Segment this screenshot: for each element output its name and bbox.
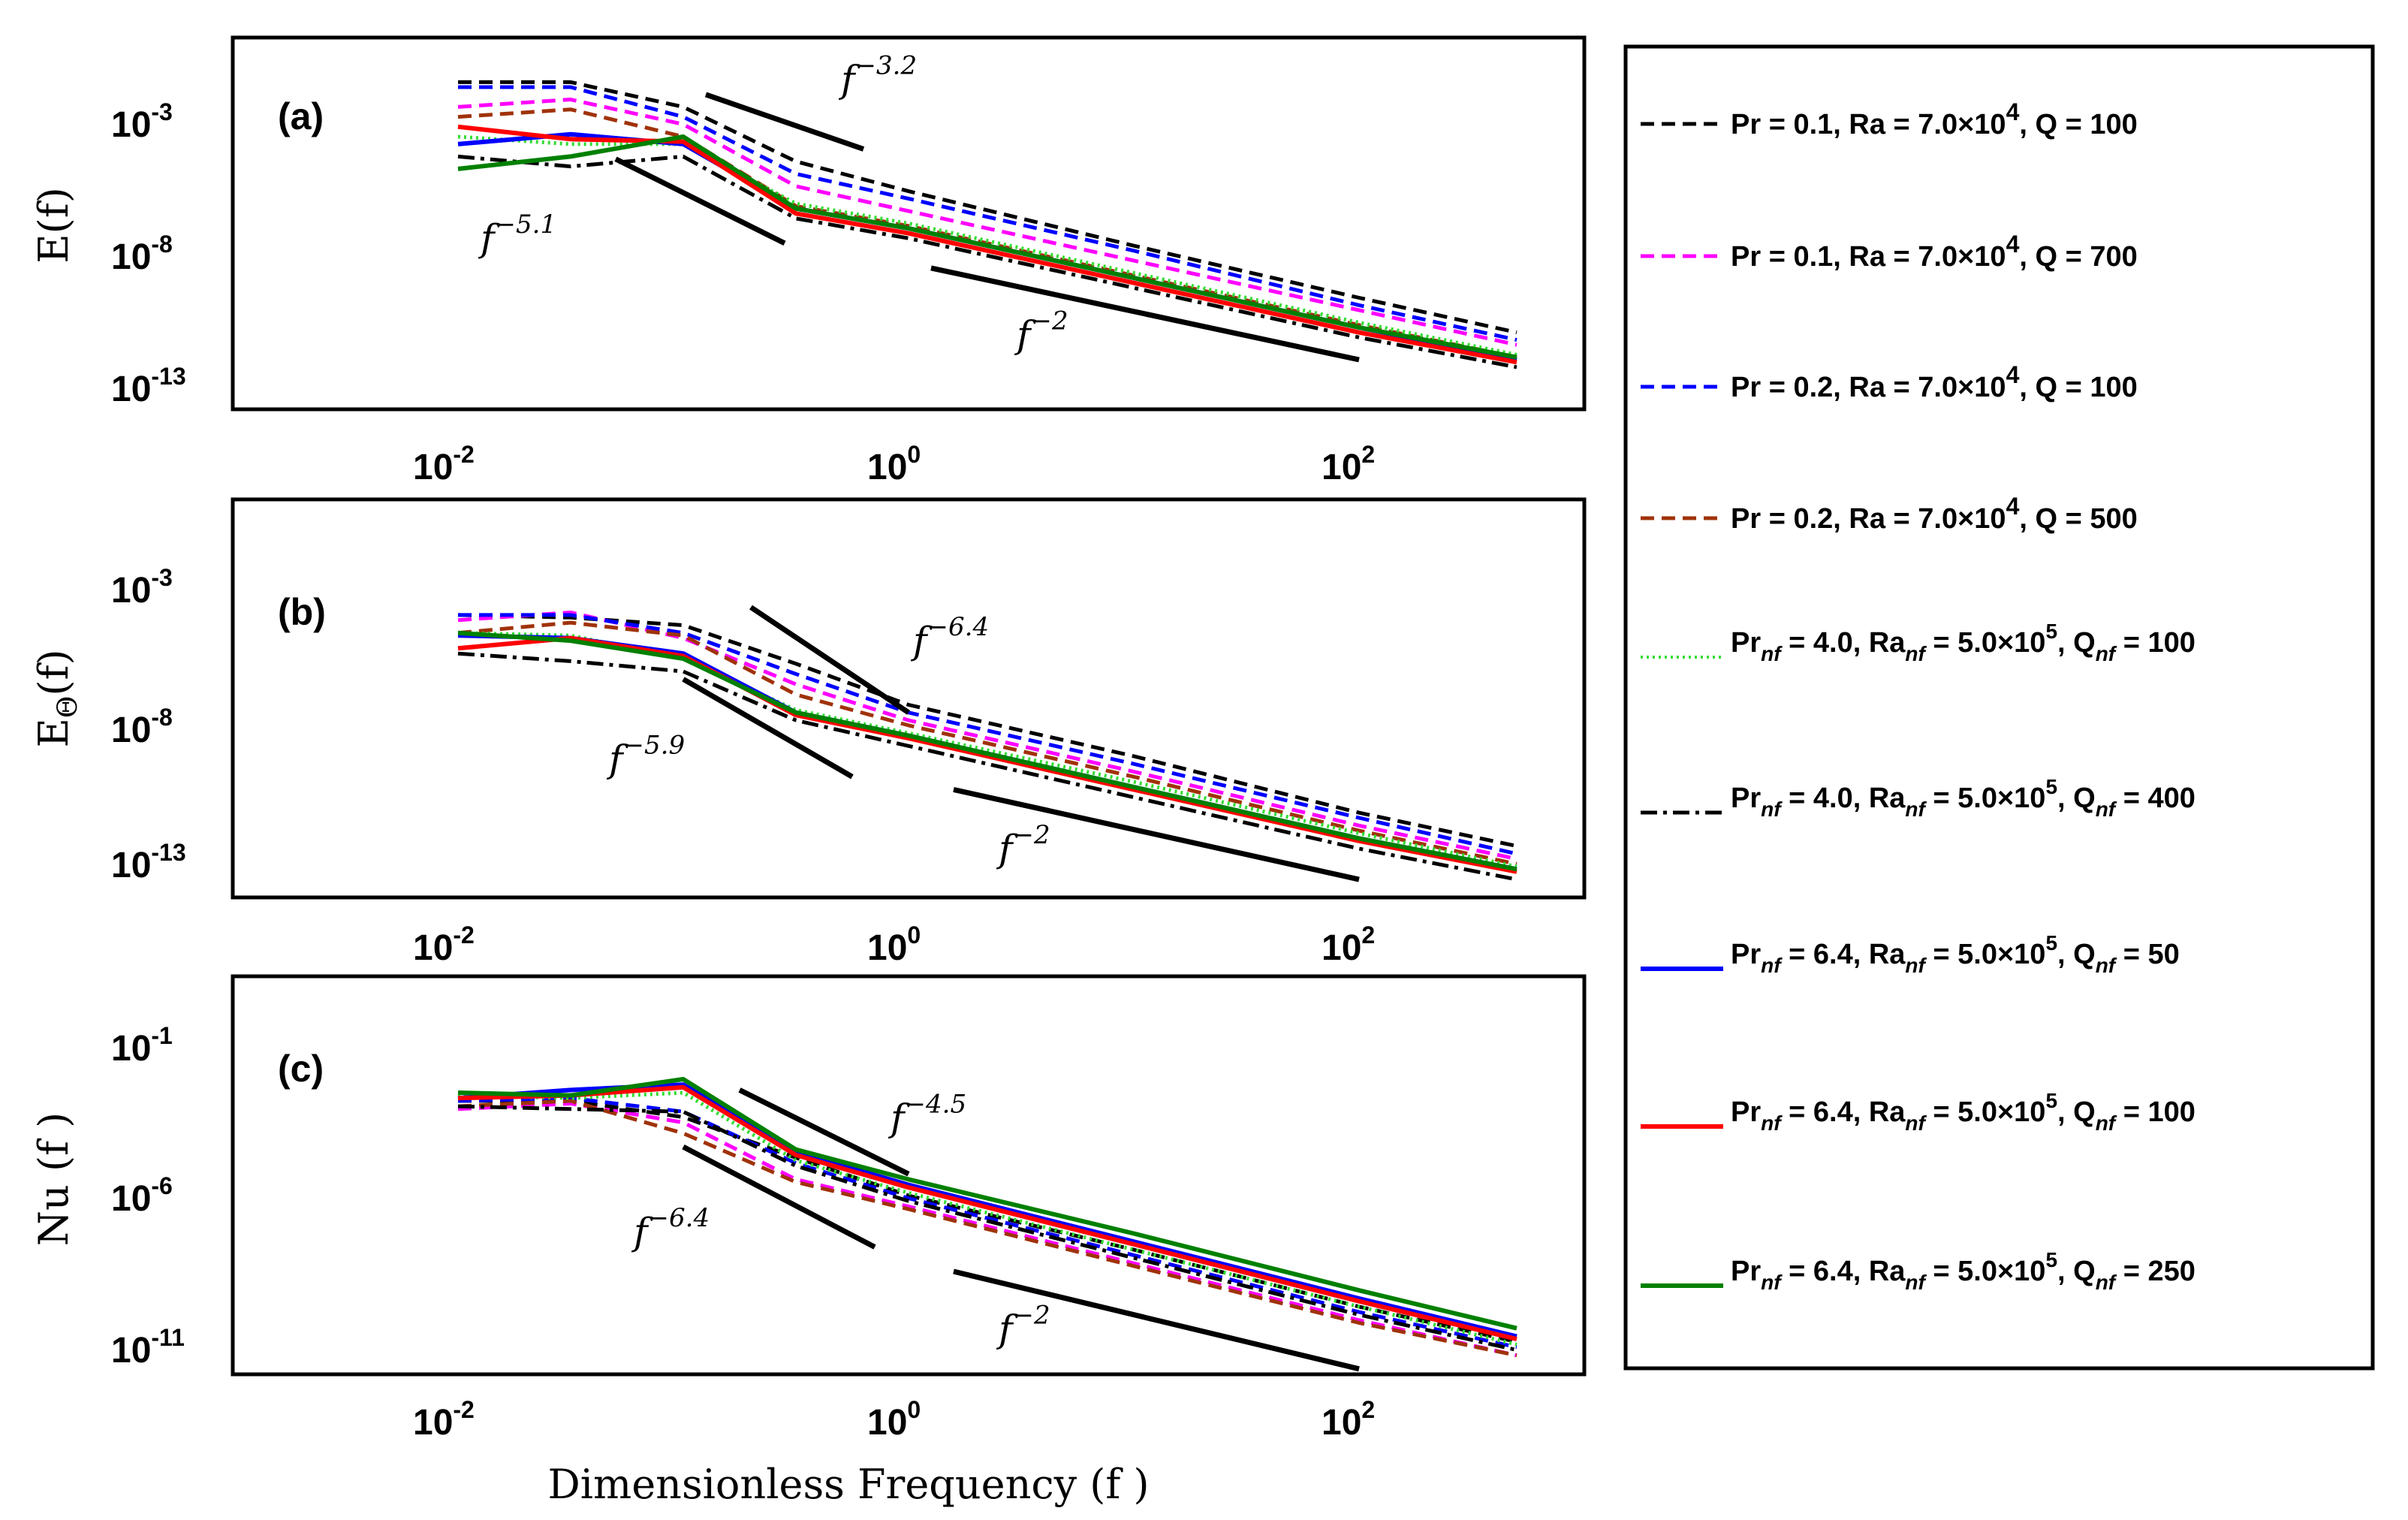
series-line-c-4 <box>457 1099 1517 1358</box>
y-tick-b-1: 10-3 <box>111 564 173 611</box>
series-line-b-5 <box>457 631 1517 869</box>
x-tick-b-1: 10-2 <box>413 921 475 968</box>
slope-label-a-2: f−5.1 <box>478 210 556 260</box>
x-tick-c-2: 100 <box>867 1396 921 1443</box>
x-tick-c-1: 10-2 <box>413 1396 475 1443</box>
series-group-c <box>457 1077 1517 1358</box>
series-line-c-7 <box>457 1082 1517 1339</box>
series-line-b-6 <box>457 651 1517 882</box>
x-tick-a-3: 102 <box>1322 441 1375 487</box>
y-tick-c-2: 10-6 <box>111 1172 173 1219</box>
series-line-a-1 <box>458 80 1517 335</box>
series-line-c-3 <box>457 1096 1517 1350</box>
series-line-a-3 <box>458 85 1517 342</box>
slope-guides-b: f−6.4f−5.9f−2 <box>606 605 1360 882</box>
legend-label-2: Pr = 0.1, Ra = 7.0×104, Q = 700 <box>1731 231 2138 273</box>
slope-guide-line-a-3 <box>930 265 1360 363</box>
panel-b: f−6.4f−5.9f−2 (b) 10-3 10-8 10-13 EΘ(f) … <box>30 497 1587 968</box>
slope-guide-line-b-1 <box>749 605 910 715</box>
y-axis-label-a: E(f) <box>30 187 77 264</box>
y-axis-label-c: Nu (f ) <box>30 1112 77 1246</box>
legend-label-7: Prnf = 6.4, Ranf = 5.0×105, Qnf = 50 <box>1731 931 2180 977</box>
y-tick-c-1: 10-1 <box>111 1022 173 1069</box>
plot-frame-b <box>231 497 1587 900</box>
x-tick-c-3: 102 <box>1322 1396 1375 1443</box>
y-tick-a-2: 10-8 <box>111 231 173 277</box>
y-tick-b-3: 10-13 <box>111 839 186 885</box>
series-line-b-8 <box>457 635 1517 874</box>
slope-label-c-2: f−6.4 <box>631 1203 710 1253</box>
legend-label-3: Pr = 0.2, Ra = 7.0×104, Q = 100 <box>1731 361 2138 403</box>
slope-label-c-1: f−4.5 <box>888 1090 966 1140</box>
legend-label-8: Prnf = 6.4, Ranf = 5.0×105, Qnf = 100 <box>1731 1089 2196 1135</box>
series-group-b <box>457 611 1517 882</box>
series-group-a <box>457 80 1517 369</box>
plot-frame-a <box>231 35 1587 412</box>
panel-a: f−3.2f−5.1f−2 (a) 10-3 10-8 10-13 E(f) 1… <box>30 35 1587 487</box>
series-line-c-9 <box>457 1077 1517 1331</box>
slope-guide-line-b-3 <box>953 786 1360 882</box>
panel-c: f−4.5f−6.4f−2 (c) 10-1 10-6 10-11 Nu (f … <box>30 974 1587 1443</box>
y-tick-b-2: 10-8 <box>111 704 173 750</box>
slope-label-a-3: f−2 <box>1014 306 1068 357</box>
series-line-a-5 <box>457 134 1517 357</box>
x-tick-b-2: 100 <box>867 921 921 968</box>
y-tick-a-3: 10-13 <box>111 363 186 409</box>
series-line-a-4 <box>457 107 1517 360</box>
y-tick-a-1: 10-3 <box>111 98 173 145</box>
series-line-a-2 <box>457 98 1517 347</box>
series-line-b-9 <box>457 630 1517 872</box>
series-line-a-6 <box>457 154 1517 369</box>
series-line-c-5 <box>457 1090 1517 1347</box>
series-line-b-4 <box>457 620 1517 866</box>
slope-guides-c: f−4.5f−6.4f−2 <box>631 1087 1360 1372</box>
legend-label-9: Prnf = 6.4, Ranf = 5.0×105, Qnf = 250 <box>1731 1248 2196 1294</box>
x-tick-b-3: 102 <box>1322 921 1375 968</box>
legend: Pr = 0.1, Ra = 7.0×104, Q = 100 Pr = 0.1… <box>1623 44 2375 1371</box>
x-tick-a-2: 100 <box>867 441 921 487</box>
legend-label-4: Pr = 0.2, Ra = 7.0×104, Q = 500 <box>1731 493 2138 535</box>
panel-label-c: (c) <box>278 1048 324 1090</box>
series-line-b-3 <box>458 613 1517 856</box>
panel-label-b: (b) <box>278 591 326 633</box>
legend-label-5: Prnf = 4.0, Ranf = 5.0×105, Qnf = 100 <box>1731 620 2196 665</box>
plot-frame-c <box>231 974 1587 1377</box>
y-axis-label-b: EΘ(f) <box>30 649 83 747</box>
x-axis-label: Dimensionless Frequency (f ) <box>547 1461 1149 1508</box>
y-tick-c-3: 10-11 <box>111 1324 185 1371</box>
legend-box <box>1623 44 2375 1371</box>
series-line-a-9 <box>457 134 1517 360</box>
legend-label-6: Prnf = 4.0, Ranf = 5.0×105, Qnf = 400 <box>1731 775 2196 821</box>
slope-guide-line-c-2 <box>682 1145 876 1250</box>
legend-label-1: Pr = 0.1, Ra = 7.0×104, Q = 100 <box>1731 98 2138 140</box>
slope-guide-line-c-3 <box>953 1268 1360 1372</box>
slope-guide-line-a-2 <box>614 156 786 246</box>
slope-guide-line-b-2 <box>682 677 854 780</box>
slope-guide-line-a-1 <box>704 92 865 152</box>
x-tick-a-1: 10-2 <box>413 441 475 487</box>
slope-guide-line-c-1 <box>738 1087 910 1177</box>
series-line-a-8 <box>457 124 1517 365</box>
series-line-c-6 <box>457 1104 1517 1353</box>
panel-label-a: (a) <box>278 95 324 137</box>
